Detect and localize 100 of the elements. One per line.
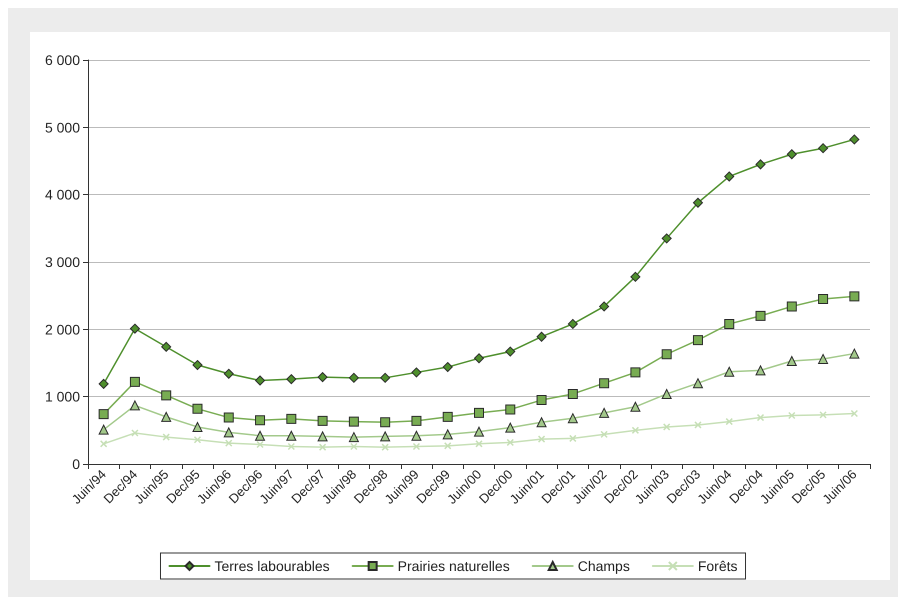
point	[568, 413, 578, 424]
point	[442, 362, 453, 372]
point	[505, 346, 516, 357]
point	[286, 374, 296, 384]
point	[288, 442, 296, 450]
point	[568, 318, 578, 329]
point	[725, 418, 733, 426]
point	[380, 417, 390, 428]
point	[505, 404, 516, 414]
point	[694, 421, 702, 429]
point	[756, 414, 764, 422]
point	[849, 134, 860, 144]
point	[786, 356, 797, 366]
point	[506, 438, 514, 446]
point	[538, 435, 546, 443]
point	[786, 301, 797, 312]
point	[474, 426, 484, 437]
point	[818, 354, 828, 364]
point	[599, 301, 610, 312]
point	[569, 434, 577, 442]
point	[599, 378, 610, 388]
point	[98, 409, 109, 420]
point	[98, 378, 109, 389]
point	[318, 372, 328, 382]
point	[411, 416, 422, 426]
point	[348, 432, 359, 442]
legend-label: Terres labourables	[214, 558, 330, 574]
point	[536, 417, 547, 428]
point	[818, 294, 828, 304]
point	[192, 404, 202, 414]
point	[192, 422, 202, 432]
point	[632, 426, 640, 434]
point	[692, 335, 703, 346]
point	[849, 291, 860, 302]
point	[130, 324, 140, 334]
y-tick-label: 4 000	[44, 186, 80, 203]
y-tick-label: 2 000	[44, 321, 80, 338]
point	[318, 431, 328, 442]
y-tick-label: 3 000	[44, 254, 80, 270]
point	[724, 171, 734, 182]
point	[380, 372, 390, 383]
point	[788, 412, 796, 420]
point	[662, 349, 672, 360]
legend-label: Prairies naturelles	[398, 558, 510, 574]
point	[411, 430, 422, 441]
point	[756, 159, 766, 170]
point	[850, 410, 858, 418]
legend-label: Forêts	[698, 558, 738, 574]
point	[380, 431, 390, 442]
point	[662, 423, 670, 431]
point	[630, 272, 640, 282]
point	[600, 430, 608, 438]
point	[286, 430, 296, 441]
point	[599, 408, 610, 418]
point	[255, 430, 266, 441]
point	[348, 416, 359, 427]
point	[161, 412, 172, 422]
point	[724, 318, 734, 329]
point	[162, 433, 170, 441]
point	[630, 367, 640, 378]
point	[194, 436, 202, 444]
point	[224, 368, 234, 379]
point	[98, 424, 109, 435]
point	[131, 429, 139, 437]
point	[192, 360, 202, 370]
point	[318, 416, 328, 426]
point	[411, 367, 422, 378]
point	[756, 310, 766, 321]
point	[348, 372, 359, 383]
point	[224, 427, 234, 438]
point	[474, 408, 484, 418]
point	[224, 412, 234, 423]
legend-label: Champs	[578, 558, 630, 574]
point	[692, 198, 703, 208]
point	[536, 332, 547, 342]
point	[350, 442, 358, 450]
point	[819, 411, 827, 419]
point	[255, 415, 266, 426]
point	[100, 440, 108, 448]
point	[381, 443, 389, 451]
point	[442, 412, 453, 422]
point	[286, 414, 296, 424]
point	[225, 439, 233, 447]
point	[786, 149, 797, 160]
point	[318, 443, 326, 451]
point	[444, 442, 452, 450]
point	[849, 348, 860, 359]
point	[130, 376, 140, 387]
point	[130, 400, 140, 410]
point	[662, 233, 672, 244]
point	[475, 440, 483, 448]
point	[161, 390, 172, 400]
y-tick-label: 1 000	[44, 388, 80, 405]
y-tick-label: 6 000	[44, 52, 80, 68]
point	[630, 402, 640, 412]
point	[536, 395, 547, 406]
point	[161, 342, 172, 352]
point	[818, 143, 828, 154]
point	[412, 442, 420, 450]
point	[474, 353, 484, 364]
